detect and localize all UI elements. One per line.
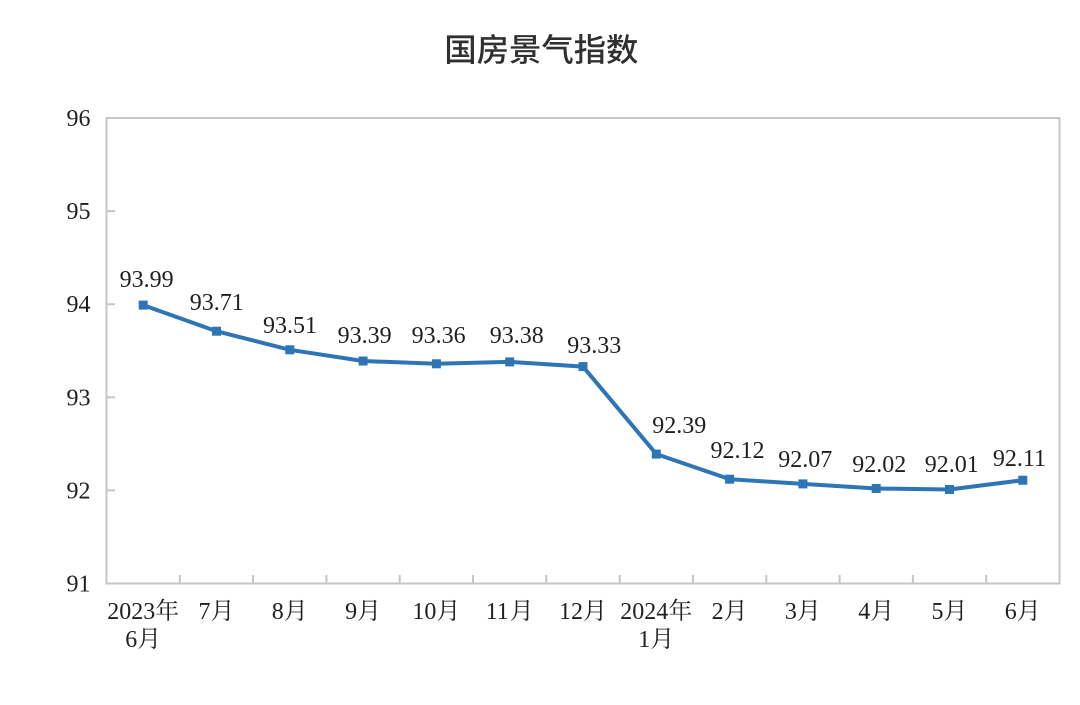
svg-text:93.39: 93.39 [338,323,392,349]
svg-text:3: 3 [785,599,797,625]
svg-text:6: 6 [1005,599,1017,625]
svg-text:2023: 2023 [107,599,155,625]
svg-text:95: 95 [67,199,91,225]
svg-text:94: 94 [67,292,91,318]
svg-text:5: 5 [932,599,944,625]
svg-text:92.01: 92.01 [925,452,979,478]
svg-text:93.33: 93.33 [567,333,621,359]
svg-text:96: 96 [67,106,91,132]
svg-text:12: 12 [559,599,583,625]
svg-text:93.36: 93.36 [412,323,466,349]
svg-text:8: 8 [272,599,284,625]
svg-text:11: 11 [486,599,509,625]
svg-text:2024: 2024 [620,599,668,625]
svg-text:92.12: 92.12 [711,438,765,464]
svg-text:7: 7 [199,599,211,625]
svg-text:1: 1 [638,627,650,653]
svg-text:10: 10 [412,599,436,625]
svg-text:93.38: 93.38 [490,323,544,349]
svg-text:92: 92 [67,478,91,504]
svg-text:6: 6 [125,627,137,653]
svg-text:4: 4 [858,599,870,625]
svg-text:93: 93 [67,385,91,411]
svg-text:93.99: 93.99 [120,267,174,293]
svg-text:2: 2 [712,599,724,625]
svg-text:9: 9 [345,599,357,625]
svg-text:92.11: 92.11 [993,446,1046,472]
svg-text:93.71: 93.71 [190,290,244,316]
svg-text:92.39: 92.39 [652,413,706,439]
svg-text:93.51: 93.51 [263,313,317,339]
svg-text:92.07: 92.07 [778,447,832,473]
svg-text:91: 91 [67,572,91,598]
svg-text:92.02: 92.02 [852,452,906,478]
